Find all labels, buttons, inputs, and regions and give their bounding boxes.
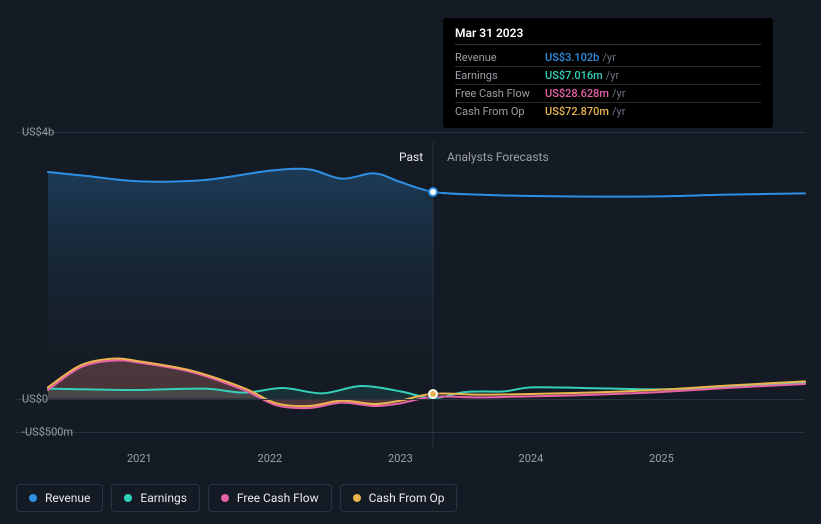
y-axis-label: US$4b bbox=[22, 126, 54, 139]
tooltip-row-value: US$7.016m bbox=[545, 69, 603, 82]
legend-item-label: Free Cash Flow bbox=[237, 491, 319, 505]
gridline bbox=[16, 399, 805, 400]
tooltip-row-label: Free Cash Flow bbox=[455, 87, 545, 100]
legend-item-label: Earnings bbox=[140, 491, 187, 505]
tooltip-row-label: Cash From Op bbox=[455, 105, 545, 118]
tooltip-row-suffix: /yr bbox=[612, 105, 625, 118]
gridline bbox=[16, 432, 805, 433]
phase-label-past: Past bbox=[399, 150, 423, 164]
tooltip-row-label: Revenue bbox=[455, 51, 545, 64]
chart-tooltip: Mar 31 2023 RevenueUS$3.102b/yrEarningsU… bbox=[443, 18, 773, 128]
tooltip-row-suffix: /yr bbox=[612, 87, 625, 100]
tooltip-row-value: US$72.870m bbox=[545, 105, 609, 118]
tooltip-row: Free Cash FlowUS$28.628m/yr bbox=[455, 85, 761, 103]
tooltip-row: RevenueUS$3.102b/yr bbox=[455, 49, 761, 67]
chart-marker-cfo bbox=[428, 389, 438, 399]
y-axis-label: -US$500m bbox=[22, 426, 73, 439]
tooltip-row: Cash From OpUS$72.870m/yr bbox=[455, 103, 761, 120]
tooltip-row-label: Earnings bbox=[455, 69, 545, 82]
x-axis-label: 2022 bbox=[258, 452, 283, 465]
x-axis-label: 2023 bbox=[388, 452, 413, 465]
legend-item-cfo[interactable]: Cash From Op bbox=[340, 484, 458, 512]
gridline bbox=[16, 132, 805, 133]
legend-dot-icon bbox=[353, 494, 361, 502]
legend-item-revenue[interactable]: Revenue bbox=[16, 484, 103, 512]
x-axis-label: 2024 bbox=[519, 452, 544, 465]
legend-item-label: Cash From Op bbox=[369, 491, 445, 505]
tooltip-row: EarningsUS$7.016m/yr bbox=[455, 67, 761, 85]
chart-legend: Revenue Earnings Free Cash Flow Cash From O… bbox=[16, 484, 457, 512]
legend-dot-icon bbox=[221, 494, 229, 502]
x-axis-label: 2021 bbox=[127, 452, 152, 465]
legend-item-label: Revenue bbox=[45, 491, 90, 505]
phase-label-forecast: Analysts Forecasts bbox=[447, 150, 549, 164]
tooltip-row-suffix: /yr bbox=[606, 69, 619, 82]
chart-marker-revenue bbox=[428, 187, 438, 197]
legend-item-earnings[interactable]: Earnings bbox=[111, 484, 200, 512]
legend-dot-icon bbox=[29, 494, 37, 502]
legend-item-fcf[interactable]: Free Cash Flow bbox=[208, 484, 332, 512]
tooltip-row-suffix: /yr bbox=[602, 51, 615, 64]
x-axis-label: 2025 bbox=[649, 452, 674, 465]
tooltip-row-value: US$3.102b bbox=[545, 51, 599, 64]
y-axis-label: US$0 bbox=[22, 392, 48, 405]
legend-dot-icon bbox=[124, 494, 132, 502]
tooltip-row-value: US$28.628m bbox=[545, 87, 609, 100]
tooltip-title: Mar 31 2023 bbox=[455, 26, 761, 45]
